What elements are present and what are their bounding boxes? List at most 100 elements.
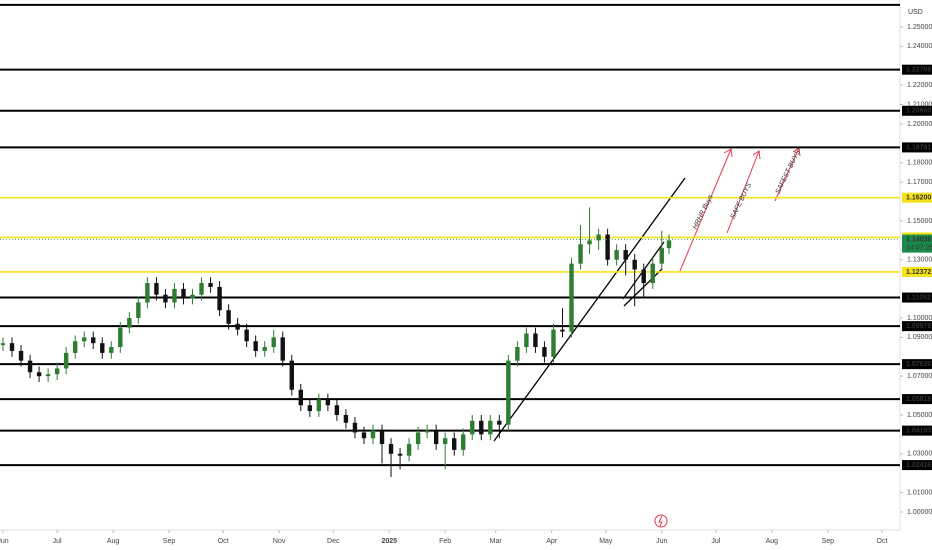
candle-body — [542, 347, 547, 357]
candle-body — [569, 263, 574, 332]
candle-body — [190, 294, 195, 299]
level-label-box — [902, 142, 932, 153]
candle-body — [370, 430, 376, 439]
candle-body — [118, 327, 123, 348]
x-tick-label: Sep — [163, 538, 176, 545]
candle-body — [614, 250, 619, 260]
candle-body — [406, 444, 412, 456]
candle-body — [343, 414, 349, 423]
candle-body — [100, 343, 105, 353]
candle-body — [271, 337, 276, 348]
candle-body — [199, 283, 204, 295]
trend-line — [623, 268, 663, 307]
y-tick-label: 1.20000 — [907, 121, 932, 128]
x-tick-label: Apr — [546, 538, 558, 545]
y-tick-label: 1.18000 — [907, 160, 932, 167]
level-label-box — [902, 105, 932, 116]
candle-body — [82, 337, 87, 342]
candle-body — [226, 310, 231, 324]
x-tick-label: Jun — [0, 538, 9, 545]
candle-body — [181, 288, 186, 299]
candle-body — [623, 250, 628, 260]
candle-body — [208, 283, 213, 287]
icon-circle — [654, 514, 668, 528]
candle-body — [109, 347, 114, 353]
candle-body — [136, 302, 141, 318]
candle-body — [506, 360, 511, 425]
level-label: 1.05818 — [906, 396, 931, 403]
candle-body — [596, 234, 601, 241]
candle-body — [587, 240, 592, 245]
candle-body — [515, 347, 520, 361]
level-label-box — [902, 64, 932, 75]
candle-body — [524, 333, 529, 348]
x-tick-label: Feb — [439, 538, 451, 545]
candle-body — [605, 234, 610, 260]
level-label-box — [902, 192, 932, 203]
candle-body — [235, 323, 240, 330]
last-price-label: 1.14038 — [906, 236, 931, 243]
candle-body — [461, 434, 466, 450]
level-label: 1.09579 — [906, 323, 931, 330]
candle-body — [650, 263, 655, 284]
arrow-head — [752, 150, 761, 160]
candle-body — [479, 420, 484, 435]
candle-body — [244, 329, 249, 342]
candle-body — [0, 343, 6, 346]
level-label-box — [902, 460, 932, 471]
arrow — [679, 148, 732, 272]
level-label: 1.07620 — [906, 361, 931, 368]
candle-body — [127, 317, 132, 328]
candle-body — [36, 372, 42, 377]
currency: USD — [908, 9, 923, 16]
candle-body — [316, 399, 322, 412]
x-tick-label: Jun — [656, 538, 667, 545]
candle-body — [632, 259, 637, 270]
candle-body — [154, 283, 159, 295]
last-price-box — [902, 234, 932, 253]
candle-body — [262, 347, 267, 351]
candle-body — [54, 368, 60, 375]
x-tick-label: Aug — [107, 538, 120, 545]
candle-body — [497, 420, 502, 425]
y-tick-label: 1.15000 — [907, 218, 932, 225]
y-tick-label: 1.22000 — [907, 82, 932, 89]
candle-body — [253, 341, 258, 351]
candle-body — [452, 438, 457, 450]
candle-body — [9, 343, 15, 351]
icon-bolt — [658, 515, 663, 527]
level-label: 1.18791 — [906, 144, 931, 151]
level-label: 1.04193 — [906, 427, 931, 434]
candle-body — [666, 240, 672, 249]
x-tick-label: Dec — [327, 538, 340, 545]
y-tick-label: 1.09000 — [907, 334, 932, 341]
y-tick-label: 1.24000 — [907, 43, 932, 50]
countdown: 14:07:26 — [906, 244, 932, 251]
y-tick-label: 1.10000 — [907, 315, 932, 322]
candle-body — [659, 248, 664, 264]
level-label-box — [902, 394, 932, 405]
candle-body — [307, 405, 313, 412]
arrow-head — [723, 148, 733, 158]
x-tick-label: Oct — [218, 538, 229, 545]
candle-body — [352, 422, 358, 433]
x-tick-label: Jul — [53, 538, 62, 545]
x-tick-label: Oct — [877, 538, 888, 545]
y-tick-label: 1.00000 — [907, 509, 932, 516]
candle-body — [91, 337, 96, 344]
candle-body — [280, 337, 285, 361]
x-tick-label: Mar — [490, 538, 503, 545]
y-tick-label: 1.13000 — [907, 257, 932, 264]
candle-body — [163, 294, 168, 303]
x-tick-label: 2025 — [381, 538, 397, 545]
level-label: 1.11052 — [906, 294, 931, 301]
arrow — [774, 147, 800, 202]
level-label-box — [902, 266, 932, 277]
y-tick-label: 1.21000 — [907, 101, 932, 108]
x-tick-label: Jul — [711, 538, 720, 545]
x-tick-label: Sep — [822, 538, 835, 545]
y-tick-label: 1.03000 — [907, 451, 932, 458]
y-tick-label: 1.05000 — [907, 412, 932, 419]
